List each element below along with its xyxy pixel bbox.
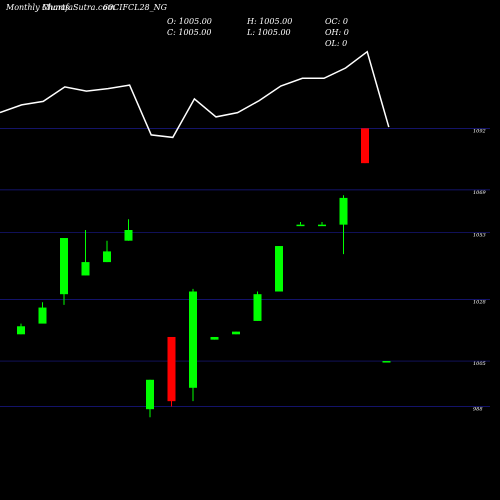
candle-body (60, 238, 68, 295)
candle-body (81, 262, 90, 276)
overlay-line (0, 50, 390, 139)
candle (146, 379, 154, 418)
candle-body (210, 336, 219, 340)
candle (275, 246, 283, 292)
ohlc-low: L: 1005.00 (246, 28, 291, 37)
candle-body (296, 224, 305, 227)
y-tick-label: 1053 (473, 233, 486, 239)
candle (318, 221, 326, 227)
chart-site-overlap: MunafaSutra.com (41, 3, 115, 12)
candles (17, 128, 391, 418)
candle-body (103, 251, 111, 263)
candle (189, 288, 197, 402)
candle (253, 291, 262, 321)
candle-body (361, 128, 369, 164)
y-tick-label: 988 (473, 407, 483, 413)
candle-body (275, 246, 283, 292)
candle-body (382, 361, 391, 363)
candle (60, 238, 68, 305)
candle-body (124, 230, 133, 241)
ohlc-close: C: 1005.00 (167, 28, 211, 37)
candle (124, 219, 133, 241)
y-tick-label: 1028 (473, 300, 486, 306)
candle (17, 323, 25, 335)
chart-symbol: 60CIFCL28_NG (103, 3, 168, 12)
grid-lines (0, 128, 490, 407)
candle-body (167, 336, 176, 402)
candle (38, 302, 47, 324)
candle (81, 230, 90, 276)
candle (296, 221, 305, 227)
candle (382, 361, 391, 363)
ohlc-oh: OH: 0 (325, 28, 349, 37)
candle-body (146, 379, 154, 410)
candle-body (339, 197, 348, 225)
candle-body (253, 294, 262, 321)
y-tick-label: 1092 (473, 128, 486, 134)
ohlc-ol: OL: 0 (325, 39, 347, 48)
candle (167, 336, 176, 407)
candle (210, 336, 219, 340)
ohlc-oc: OC: 0 (325, 17, 348, 26)
overlay-line-path (0, 50, 390, 139)
candle-body (189, 291, 197, 388)
candle (232, 331, 240, 335)
candle-body (318, 224, 326, 227)
candle-body (232, 331, 240, 335)
y-tick-label: 1005 (473, 361, 486, 367)
candle (339, 195, 348, 255)
y-axis-ticks: 1092 1069 1053 1028 1005 988 (473, 128, 487, 412)
y-tick-label: 1069 (473, 190, 487, 196)
candle (361, 128, 369, 164)
candle (103, 240, 111, 263)
candle-body (38, 307, 47, 324)
ohlc-open: O: 1005.00 (167, 17, 212, 26)
ohlc-high: H: 1005.00 (246, 17, 292, 26)
candle-body (17, 326, 25, 335)
chart-title: Monthly Charts (5, 3, 69, 12)
